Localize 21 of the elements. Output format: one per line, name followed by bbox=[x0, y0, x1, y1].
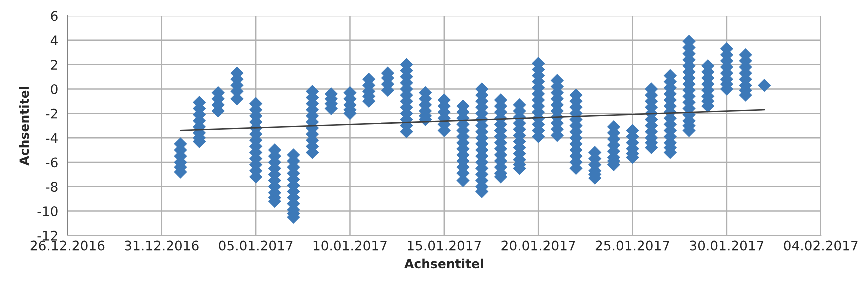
x-tick-label: 26.12.2016 bbox=[30, 240, 105, 251]
y-axis-title: Achsentitel bbox=[19, 87, 30, 166]
x-tick-label: 25.01.2017 bbox=[596, 240, 670, 251]
y-tick-label: -2 bbox=[46, 108, 58, 119]
x-tick-label: 10.01.2017 bbox=[314, 240, 387, 251]
y-tick-label: 2 bbox=[51, 60, 58, 70]
y-tick-label: -12 bbox=[38, 230, 58, 241]
y-tick-label: 6 bbox=[51, 11, 58, 22]
x-tick-label: 15.01.2017 bbox=[408, 240, 482, 251]
y-tick-label: 4 bbox=[50, 36, 58, 46]
y-tick-label: 0 bbox=[51, 84, 58, 94]
x-axis-title: Achsentitel bbox=[404, 258, 484, 269]
x-tick-label: 05.01.2017 bbox=[219, 240, 293, 251]
y-tick-label: -10 bbox=[38, 206, 58, 216]
y-tick-label: -4 bbox=[46, 133, 58, 144]
x-tick-label: 30.01.2017 bbox=[690, 240, 764, 251]
x-tick-label: 31.12.2016 bbox=[125, 240, 199, 251]
y-tick-label: -8 bbox=[46, 182, 58, 192]
y-tick-label: -6 bbox=[46, 158, 58, 168]
x-tick-label: 20.01.2017 bbox=[502, 240, 576, 251]
x-tick-label: 04.02.2017 bbox=[784, 240, 858, 251]
